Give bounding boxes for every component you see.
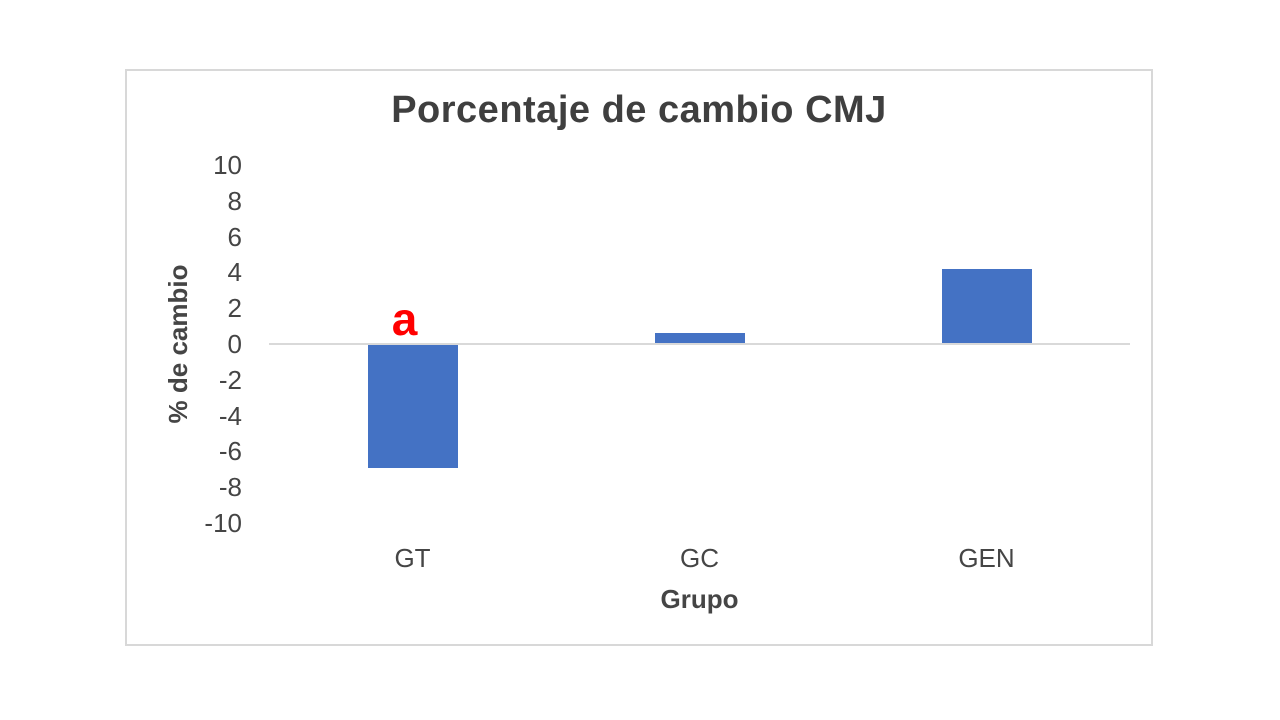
bar-GEN bbox=[941, 268, 1032, 344]
x-category-label: GT bbox=[394, 543, 431, 573]
y-tick-label: 6 bbox=[227, 221, 242, 252]
y-tick-label: 4 bbox=[227, 257, 242, 288]
y-tick-label: -6 bbox=[218, 436, 242, 467]
y-tick-label: -2 bbox=[218, 364, 242, 395]
bar-GT bbox=[367, 344, 458, 468]
zero-baseline bbox=[269, 343, 1130, 345]
chart-title: Porcentaje de cambio CMJ bbox=[391, 89, 887, 131]
y-tick-label: 0 bbox=[227, 329, 242, 359]
x-category-label: GC bbox=[680, 543, 719, 573]
annotation-a: a bbox=[391, 293, 418, 345]
y-tick-label: 2 bbox=[227, 293, 242, 324]
x-category-label: GEN bbox=[958, 543, 1015, 573]
bar-GC bbox=[654, 333, 745, 344]
y-tick-label: -8 bbox=[218, 472, 242, 503]
x-axis-title: Grupo bbox=[660, 584, 739, 614]
y-tick-label: -10 bbox=[204, 508, 242, 538]
y-tick-label: 8 bbox=[227, 185, 242, 216]
y-tick-label: 10 bbox=[213, 150, 242, 180]
chart-frame: Porcentaje de cambio CMJ % de cambio 10 8… bbox=[125, 69, 1153, 646]
y-tick-label: -4 bbox=[218, 400, 242, 431]
